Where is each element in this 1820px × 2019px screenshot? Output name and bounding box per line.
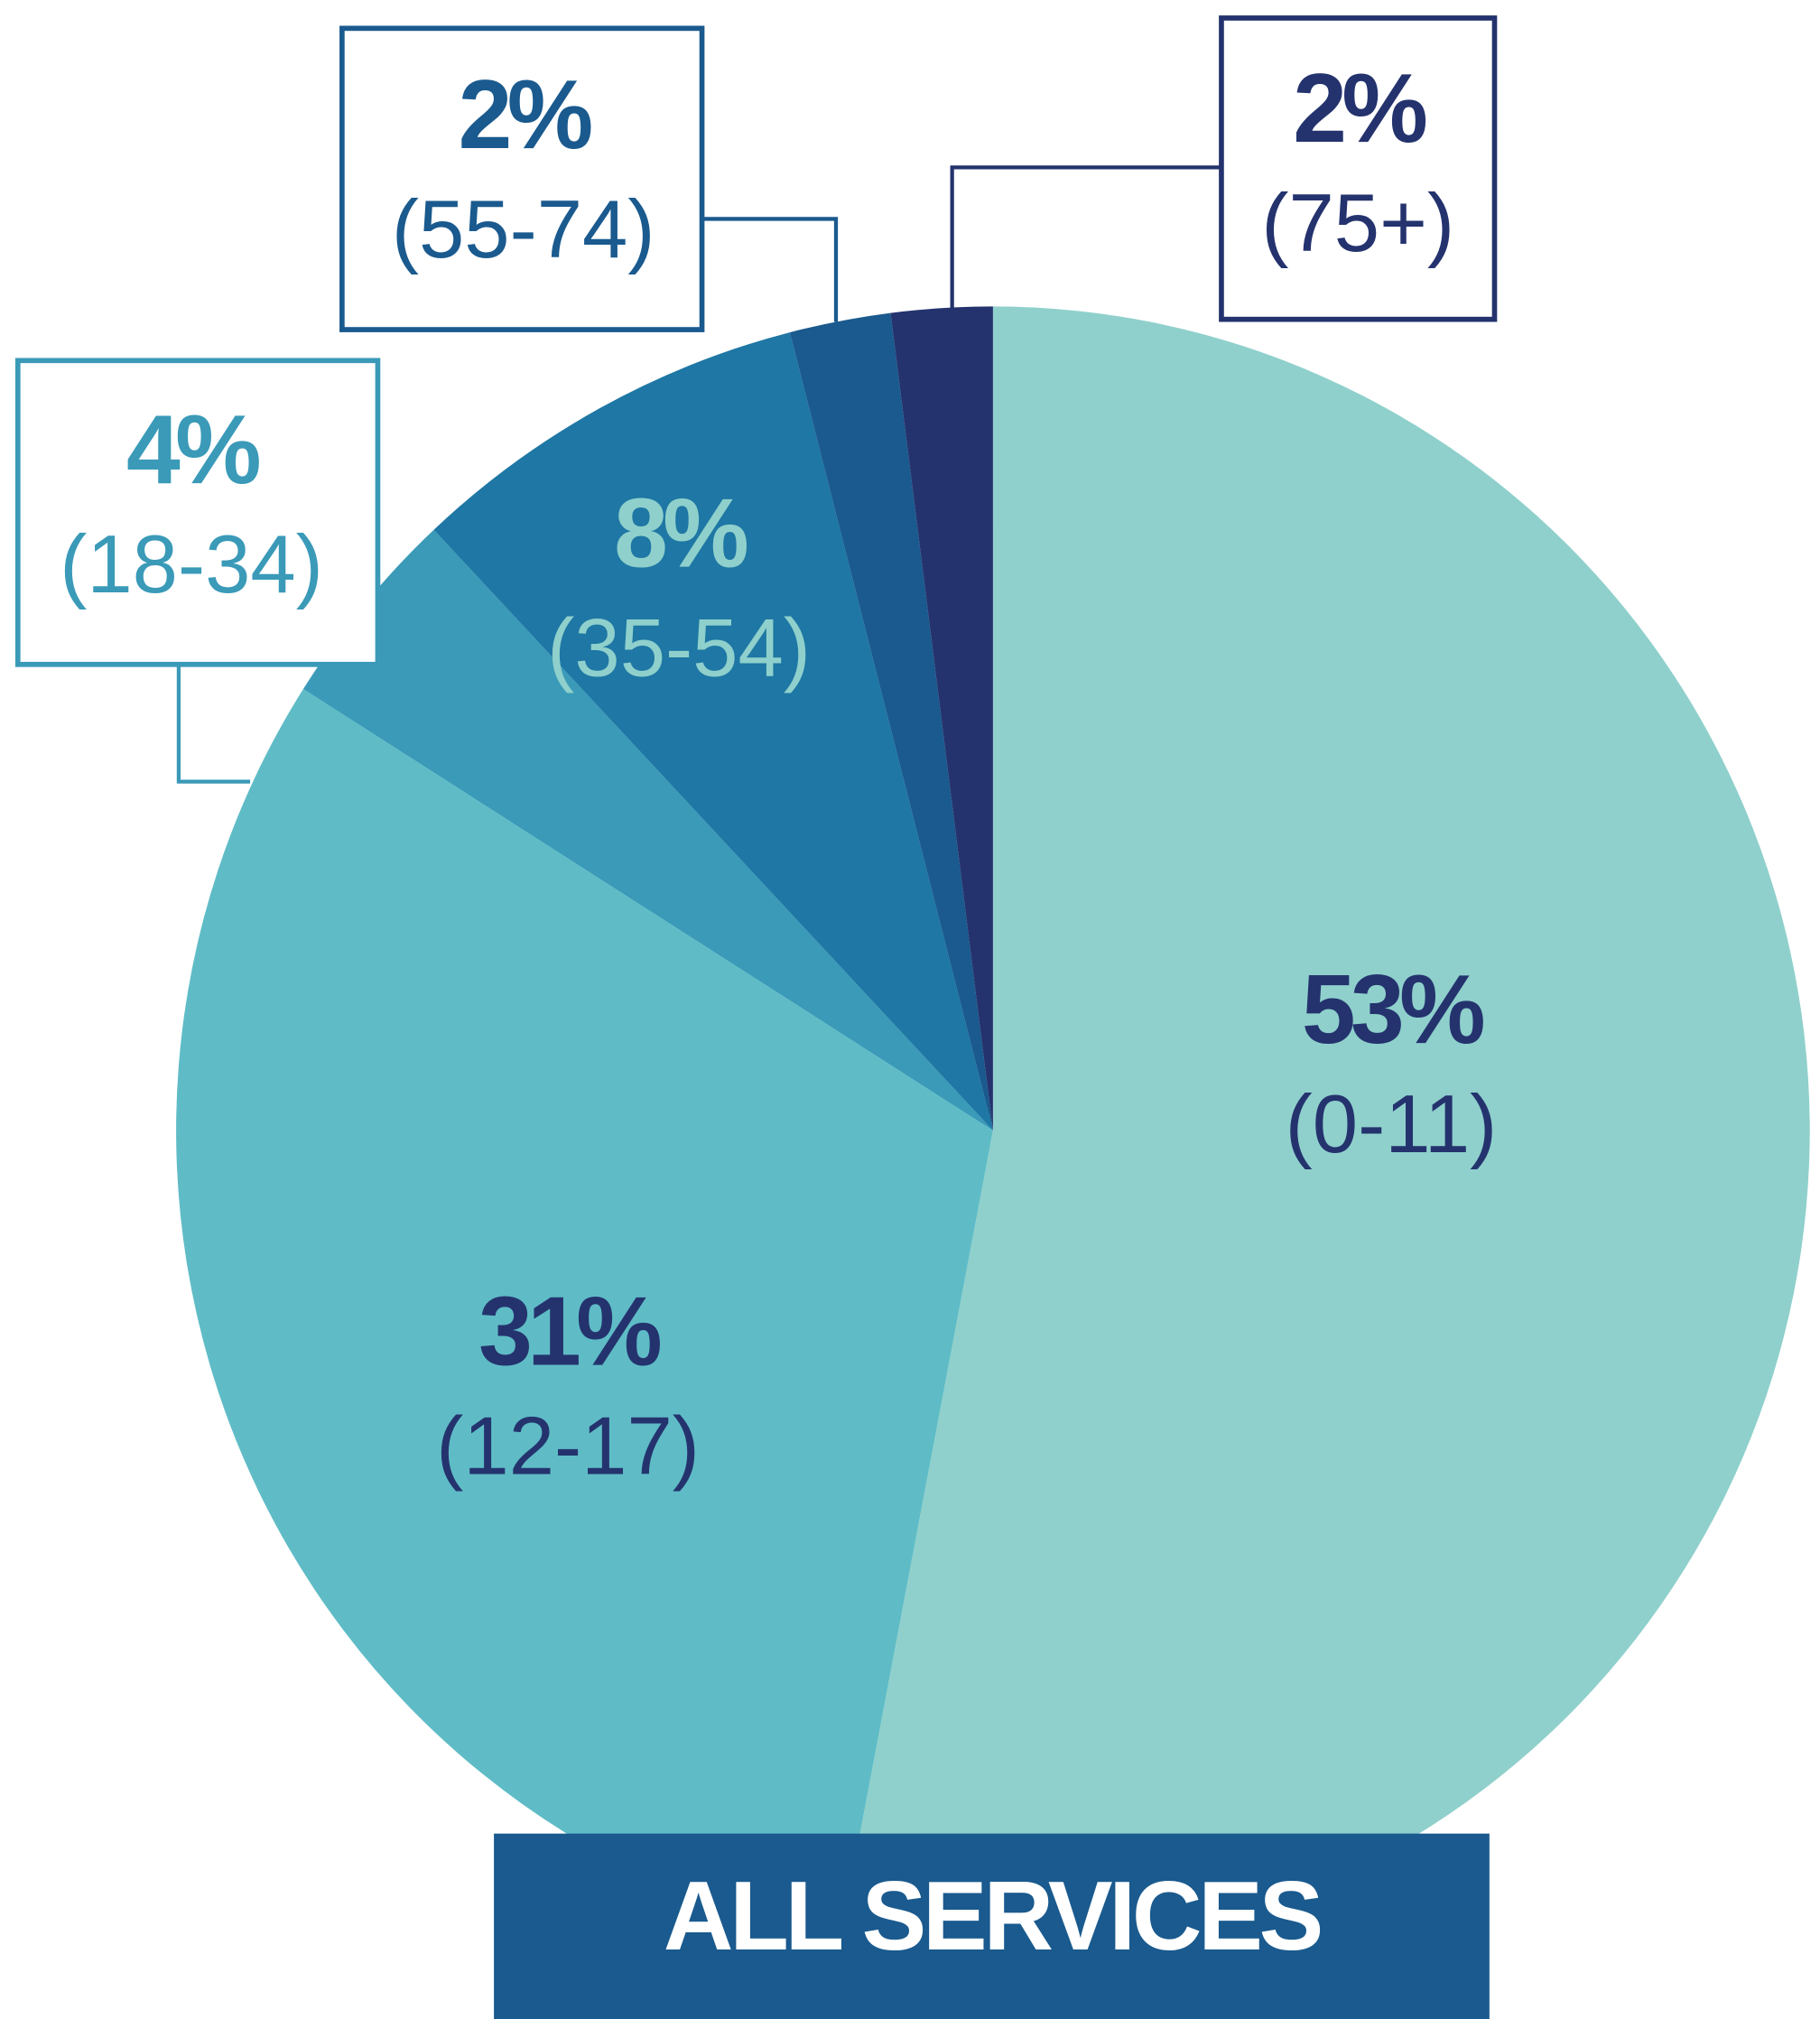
pie <box>176 306 1810 1955</box>
value-label: 4% <box>126 394 260 504</box>
label-box <box>14 358 381 667</box>
labels: 53% (0-11) 31% (12-17) 4% (18-34) 8% (35-54) 2% (… <box>14 15 1498 1493</box>
category-label: (18-34) <box>60 518 323 609</box>
category-label: (35-54) <box>547 602 811 693</box>
value-label: 31% <box>478 1276 661 1386</box>
pie-slice <box>176 689 993 1940</box>
category-label: (75+) <box>1261 178 1454 269</box>
pie-slice <box>302 529 993 1131</box>
value-label: 2% <box>459 60 592 170</box>
chart-title: ALL SERVICES <box>664 1861 1321 1971</box>
category-label: (0-11) <box>1286 1079 1498 1170</box>
value-label: 53% <box>1302 954 1484 1065</box>
pie-slice <box>890 306 993 1131</box>
leader-line <box>950 165 1221 310</box>
pie-slice <box>789 312 993 1131</box>
title-bar <box>494 1833 1490 2019</box>
pie-slice <box>433 332 993 1131</box>
value-label: 8% <box>614 478 748 588</box>
category-label: (12-17) <box>436 1400 700 1492</box>
pie-slice <box>840 306 1810 1955</box>
category-label: (55-74) <box>392 184 655 275</box>
label-box <box>339 25 705 332</box>
leader-line <box>176 664 251 784</box>
leader-line <box>701 217 839 322</box>
label-box <box>1219 15 1498 322</box>
value-label: 2% <box>1293 53 1426 163</box>
